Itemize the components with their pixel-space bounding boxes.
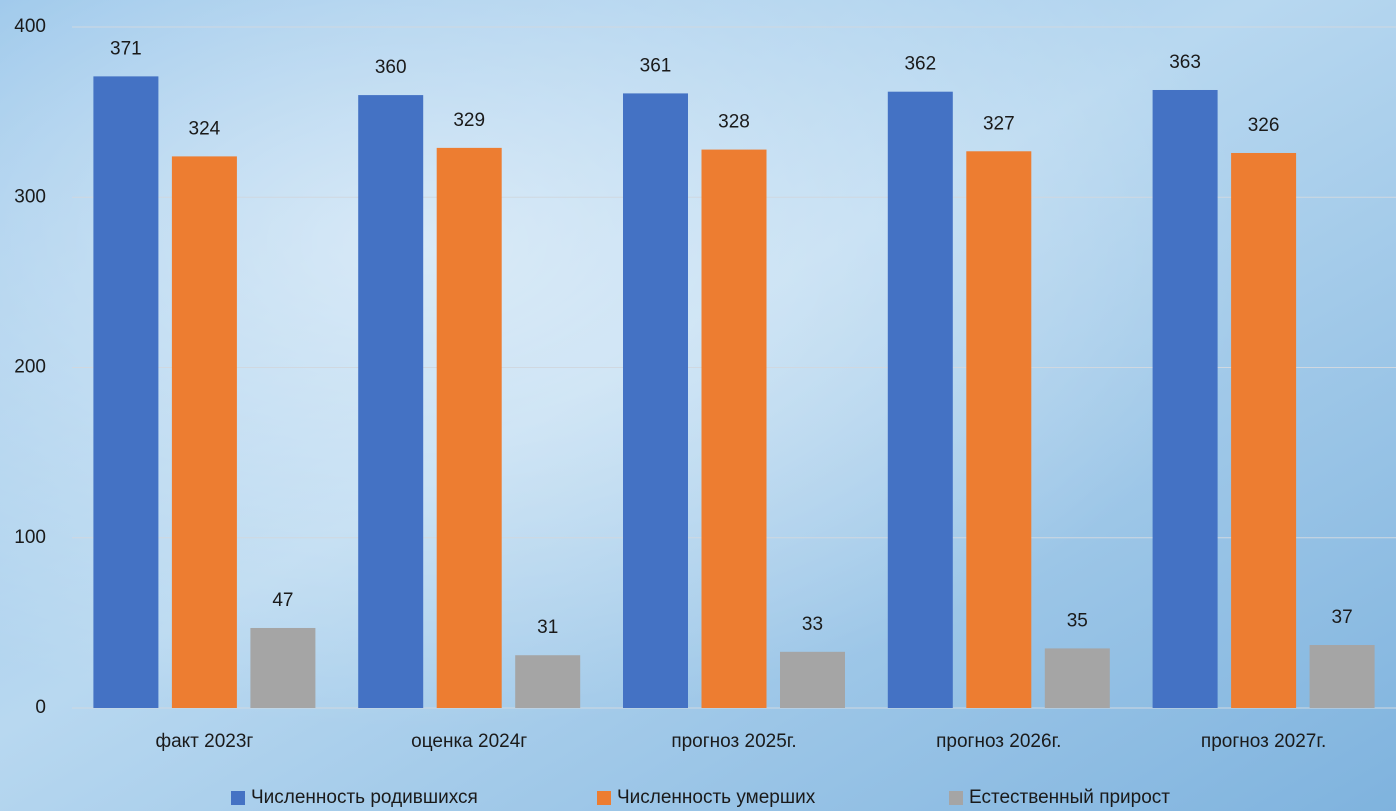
- bar: [780, 652, 845, 708]
- legend-swatch: [597, 791, 611, 805]
- bar: [702, 150, 767, 708]
- bar: [1231, 153, 1296, 708]
- data-label: 363: [1169, 52, 1201, 73]
- bar: [1153, 90, 1218, 708]
- data-label: 326: [1248, 115, 1280, 136]
- data-label: 37: [1332, 607, 1353, 628]
- bar: [515, 655, 580, 708]
- data-label: 362: [904, 54, 936, 75]
- bar: [93, 76, 158, 708]
- legend-label: Естественный прирост: [969, 787, 1170, 808]
- y-tick-label: 400: [14, 16, 46, 37]
- x-tick-label: оценка 2024г: [411, 731, 527, 752]
- data-label: 329: [453, 110, 485, 131]
- y-tick-label: 100: [14, 527, 46, 548]
- data-label: 35: [1067, 610, 1088, 631]
- legend-label: Численность умерших: [617, 787, 816, 808]
- x-tick-label: прогноз 2027г.: [1201, 731, 1326, 752]
- data-label: 328: [718, 112, 750, 133]
- data-label: 33: [802, 614, 823, 635]
- bar: [1310, 645, 1375, 708]
- bar: [1045, 648, 1110, 708]
- bar: [172, 156, 237, 708]
- data-label: 361: [640, 55, 672, 76]
- chart: 0 100 200 300 400 факт 2023г 371 324 47 оценка 20…: [0, 0, 1396, 811]
- legend-label: Численность родившихся: [251, 787, 478, 808]
- y-tick-label: 0: [35, 697, 46, 718]
- data-label: 31: [537, 617, 558, 638]
- x-tick-label: факт 2023г: [155, 731, 253, 752]
- x-tick-label: прогноз 2025г.: [671, 731, 796, 752]
- legend-swatch: [949, 791, 963, 805]
- data-label: 371: [110, 38, 142, 59]
- data-label: 360: [375, 57, 407, 78]
- bar: [623, 93, 688, 708]
- data-label: 324: [189, 118, 221, 139]
- bar: [888, 92, 953, 708]
- bar: [250, 628, 315, 708]
- bar: [966, 151, 1031, 708]
- legend-swatch: [231, 791, 245, 805]
- bar: [358, 95, 423, 708]
- data-label: 327: [983, 113, 1015, 134]
- y-tick-label: 300: [14, 186, 46, 207]
- y-tick-label: 200: [14, 357, 46, 378]
- x-tick-label: прогноз 2026г.: [936, 731, 1061, 752]
- bar: [437, 148, 502, 708]
- data-label: 47: [272, 590, 293, 611]
